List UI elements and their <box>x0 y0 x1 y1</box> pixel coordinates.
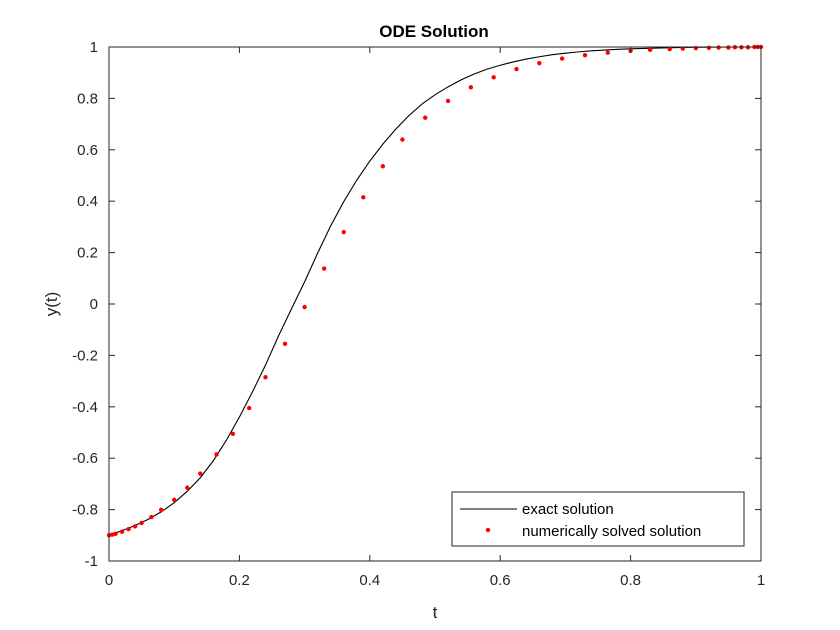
y-tick-label: 0.6 <box>77 142 98 159</box>
data-point-numerical <box>716 45 721 50</box>
data-point-numerical <box>361 195 366 200</box>
x-tick-label: 1 <box>757 572 765 589</box>
legend-label-numerical: numerically solved solution <box>522 523 701 540</box>
x-tick-label: 0.4 <box>359 572 380 589</box>
legend-label-exact: exact solution <box>522 501 614 518</box>
x-axis-label: t <box>433 603 438 622</box>
data-point-numerical <box>582 53 588 58</box>
y-tick-label: 0.4 <box>77 193 98 210</box>
data-point-numerical <box>139 520 144 526</box>
data-point-numerical <box>514 66 519 72</box>
legend-marker-swatch <box>485 527 491 533</box>
data-point-numerical <box>321 266 327 271</box>
legend-box <box>451 491 745 547</box>
data-point-numerical <box>667 46 672 52</box>
data-point-numerical <box>491 75 496 80</box>
x-axis-ticks: 0 0.2 0.4 0.6 0.8 1 <box>105 47 765 589</box>
data-point-numerical <box>149 514 154 520</box>
x-tick-label: 0.8 <box>620 572 641 589</box>
data-point-numerical <box>423 115 428 120</box>
data-point-numerical <box>185 485 190 490</box>
data-point-numerical <box>693 45 698 51</box>
y-tick-label: -0.4 <box>72 399 98 416</box>
data-point-numerical <box>246 405 252 411</box>
x-tick-label: 0.6 <box>490 572 511 589</box>
data-point-numerical <box>198 471 203 476</box>
x-tick-label: 0.2 <box>229 572 250 589</box>
y-axis-label: y(t) <box>42 292 61 317</box>
data-point-numerical <box>119 529 125 534</box>
data-point-numerical <box>230 431 236 436</box>
data-point-numerical <box>726 45 731 50</box>
x-tick-label: 0 <box>105 572 113 589</box>
y-tick-label: -0.8 <box>72 502 98 519</box>
chart-title: ODE Solution <box>379 22 489 41</box>
data-point-numerical <box>214 452 219 457</box>
data-point-numerical <box>537 60 542 66</box>
data-point-numerical <box>263 375 268 380</box>
data-point-numerical <box>126 526 131 532</box>
y-tick-label: -0.6 <box>72 450 98 467</box>
data-point-numerical <box>172 497 177 503</box>
legend: exact solution numerically solved soluti… <box>451 491 745 547</box>
y-tick-label: 1 <box>90 39 98 56</box>
data-point-numerical <box>282 341 288 347</box>
y-tick-label: -1 <box>85 553 98 570</box>
data-point-numerical <box>113 531 118 536</box>
data-point-numerical <box>380 164 386 169</box>
data-point-numerical <box>647 47 653 53</box>
y-axis-ticks: -1 -0.8 -0.6 -0.4 -0.2 0 0.2 0.4 0.6 0.8 1 <box>72 39 761 570</box>
data-point-numerical <box>559 56 565 61</box>
data-point-numerical <box>302 304 307 310</box>
data-point-numerical <box>445 98 451 104</box>
data-point-numerical <box>400 137 405 142</box>
data-point-numerical <box>605 50 610 55</box>
y-tick-label: 0.2 <box>77 245 98 262</box>
y-tick-label: 0.8 <box>77 90 98 107</box>
data-point-numerical <box>158 507 164 513</box>
data-point-numerical <box>468 85 474 90</box>
y-tick-label: 0 <box>90 296 98 313</box>
data-point-numerical <box>706 45 712 50</box>
plot-content <box>106 44 764 538</box>
series-line-exact-solution <box>108 46 761 536</box>
y-tick-label: -0.2 <box>72 347 98 364</box>
data-point-numerical <box>341 229 346 235</box>
data-point-numerical <box>132 524 138 529</box>
